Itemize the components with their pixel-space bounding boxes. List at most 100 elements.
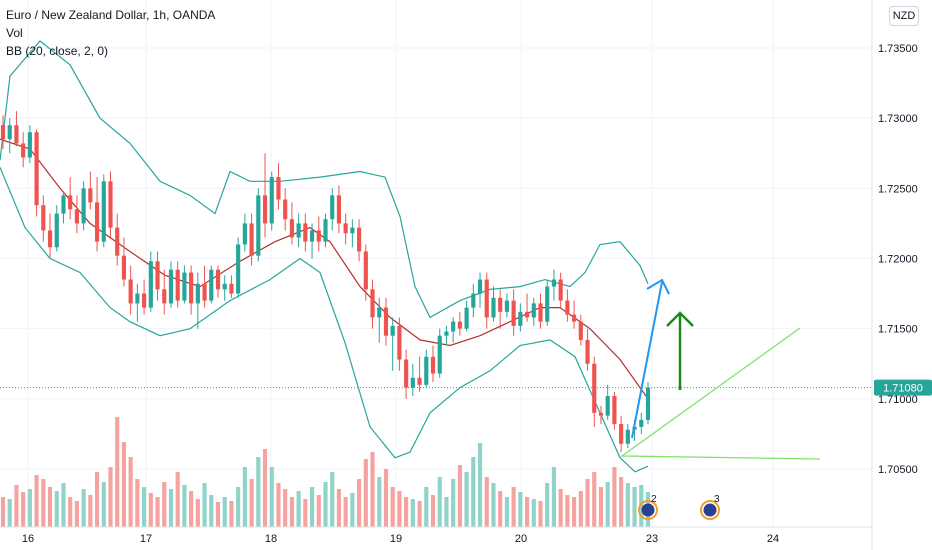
event-badge-au[interactable]: 2 xyxy=(638,494,658,520)
volume-bar xyxy=(383,469,389,527)
candle xyxy=(572,300,577,329)
candle xyxy=(511,289,516,336)
volume-indicator-label[interactable]: Vol xyxy=(6,26,23,40)
event-badges[interactable]: 2 3 xyxy=(638,494,720,520)
volume-bar xyxy=(585,479,590,527)
volume-bar xyxy=(531,499,536,527)
candle xyxy=(115,213,120,266)
volume-bar xyxy=(182,485,187,527)
volume-bar xyxy=(323,482,328,527)
volume-bar xyxy=(457,465,462,527)
volume-bar xyxy=(404,497,409,527)
volume-bar xyxy=(94,472,100,527)
volume-bar xyxy=(309,487,315,527)
volume-bar xyxy=(303,499,308,527)
drawings[interactable] xyxy=(620,278,821,460)
volume-bar xyxy=(121,442,127,527)
volume-bar xyxy=(54,491,59,527)
volume-bar xyxy=(350,493,355,527)
candle xyxy=(404,349,409,399)
price-tick-label: 1.73500 xyxy=(878,43,918,55)
event-badge-au-2[interactable]: 3 xyxy=(700,494,720,520)
candle xyxy=(524,293,530,322)
blue-arrow[interactable] xyxy=(631,278,670,439)
volume-bar xyxy=(417,501,422,527)
price-tick-label: 1.72500 xyxy=(878,183,918,195)
candle xyxy=(202,265,207,308)
candle xyxy=(645,381,651,425)
volume-bar xyxy=(625,483,630,527)
candle xyxy=(269,171,274,231)
candle xyxy=(592,356,597,427)
volume-bar xyxy=(437,477,442,527)
candle xyxy=(54,205,59,252)
candle xyxy=(101,174,106,248)
volume-bar xyxy=(68,497,73,527)
volume-bar xyxy=(61,483,66,527)
volume-bar xyxy=(236,487,241,527)
volume-bar xyxy=(142,487,147,527)
candle xyxy=(504,293,509,318)
volume-bar xyxy=(504,497,509,527)
candle xyxy=(222,275,227,301)
time-axis[interactable]: 16 17 18 19 20 23 24 xyxy=(22,533,779,545)
time-tick-label: 23 xyxy=(646,533,658,545)
candle xyxy=(330,188,335,231)
volume-bar xyxy=(175,472,180,527)
candle xyxy=(309,223,315,259)
candle xyxy=(350,219,355,248)
candle xyxy=(142,279,147,315)
candle xyxy=(585,328,590,371)
candle xyxy=(47,213,53,259)
volume-bar xyxy=(430,495,436,527)
volume-bar xyxy=(343,497,348,527)
bb-upper-band xyxy=(0,40,649,319)
time-tick-label: 19 xyxy=(390,533,402,545)
candle xyxy=(417,356,422,392)
volume-bar xyxy=(249,479,254,527)
volume-bar xyxy=(262,449,268,527)
volume-bar xyxy=(558,489,563,527)
volume-bar xyxy=(115,417,120,527)
candle xyxy=(262,153,268,238)
candle xyxy=(336,185,342,234)
bb-lower-band xyxy=(0,167,649,473)
volume-bar xyxy=(148,493,153,527)
volume-bar xyxy=(551,467,557,527)
symbol-title[interactable]: Euro / New Zealand Dollar, 1h, OANDA xyxy=(6,8,216,22)
currency-button[interactable]: NZD xyxy=(889,6,919,26)
candle xyxy=(195,272,200,329)
volume-bar xyxy=(424,487,429,527)
candle xyxy=(121,237,127,287)
candle xyxy=(605,384,610,420)
candle xyxy=(296,213,301,248)
bb-indicator-label[interactable]: BB (20, close, 2, 0) xyxy=(6,44,109,58)
volume-bar xyxy=(189,491,194,527)
time-tick-label: 20 xyxy=(515,533,527,545)
candle xyxy=(377,297,382,343)
candle xyxy=(551,269,557,301)
green-trend-line[interactable] xyxy=(620,327,821,460)
green-arrow[interactable] xyxy=(666,311,694,390)
volume-bar xyxy=(222,497,227,527)
volume-bar xyxy=(276,483,281,527)
candle xyxy=(477,272,483,308)
candle xyxy=(518,303,523,332)
candle xyxy=(175,261,180,308)
volume-bar xyxy=(612,467,617,527)
volume-bar xyxy=(619,477,624,527)
volume-bar xyxy=(47,487,53,527)
candle xyxy=(639,412,644,434)
price-axis[interactable]: 1.73500 1.73000 1.72500 1.72000 1.71500 1.710… xyxy=(878,43,918,476)
time-tick-label: 17 xyxy=(140,533,152,545)
volume-bar xyxy=(518,492,523,527)
volume-bar xyxy=(511,487,516,527)
current-price-label: 1.71080 xyxy=(883,383,923,395)
volume-bar xyxy=(545,483,550,527)
volume-bar xyxy=(7,499,12,527)
volume-bar xyxy=(632,487,637,527)
candle xyxy=(464,300,469,332)
candle xyxy=(437,328,442,378)
time-tick-label: 18 xyxy=(265,533,277,545)
